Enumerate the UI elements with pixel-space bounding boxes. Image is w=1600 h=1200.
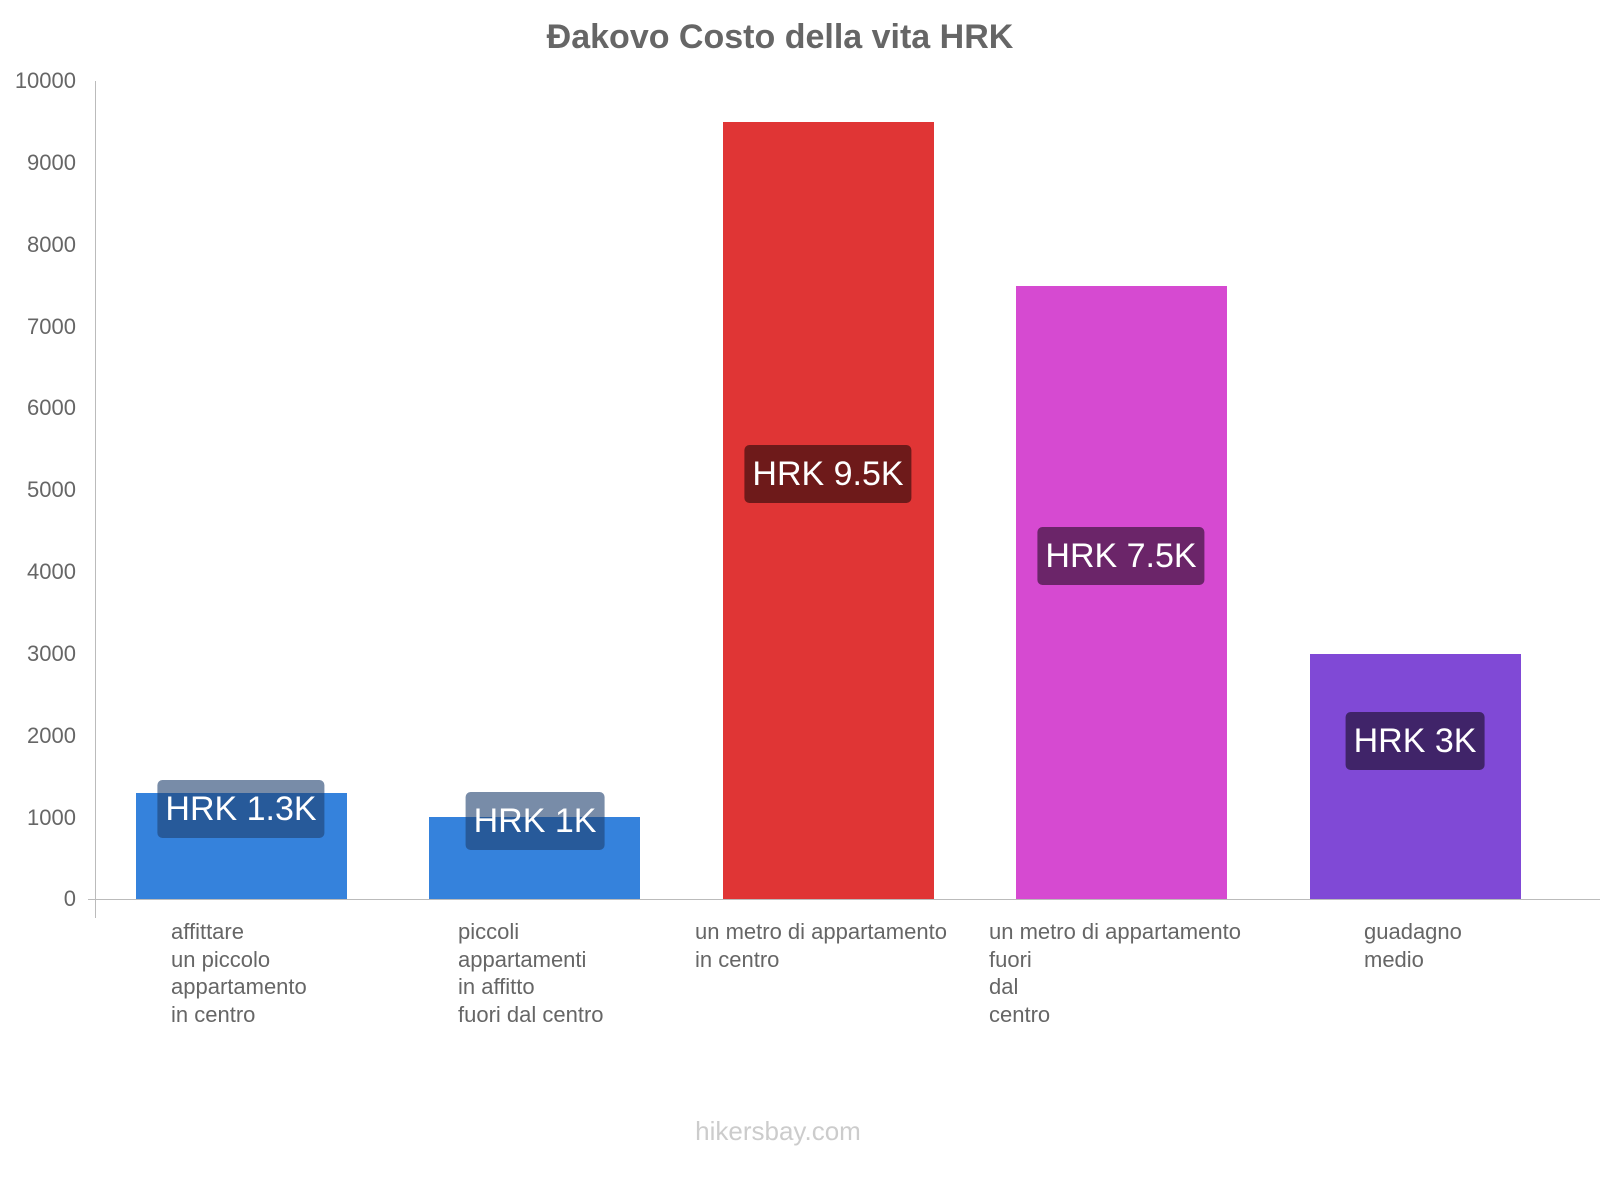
chart-title: Đakovo Costo della vita HRK (546, 18, 1014, 56)
bar-meter-apartment-center[interactable] (723, 122, 934, 899)
y-tick-label: 8000 (27, 232, 76, 257)
bar-average-income[interactable] (1310, 654, 1521, 899)
y-tick-label: 6000 (27, 395, 76, 420)
y-axis-line (95, 81, 96, 918)
value-label: HRK 3K (1345, 712, 1485, 770)
x-category-label: piccoli appartamenti in affitto fuori da… (458, 919, 604, 1027)
x-axis-line (95, 899, 1600, 900)
y-tick-label: 5000 (27, 477, 76, 502)
x-category-label: un metro di appartamento in centro (695, 919, 947, 972)
x-category-label: un metro di appartamento fuori dal centr… (989, 919, 1241, 1027)
value-label: HRK 9.5K (744, 445, 912, 503)
watermark: hikersbay.com (695, 1116, 861, 1146)
value-label-text: HRK 9.5K (752, 455, 904, 493)
x-category-label: affittare un piccolo appartamento in cen… (171, 919, 307, 1027)
value-label: HRK 1K (465, 792, 605, 850)
y-tick-label: 10000 (14, 68, 76, 93)
bar-meter-apartment-outside-center[interactable] (1016, 286, 1227, 899)
y-tick-label: 7000 (27, 314, 76, 339)
y-tick-label: 0 (63, 886, 76, 911)
value-label-text: HRK 7.5K (1045, 537, 1197, 575)
y-tick-label: 1000 (27, 805, 76, 830)
y-tick-label: 2000 (27, 723, 76, 748)
value-label-text: HRK 1K (473, 802, 597, 840)
value-label: HRK 1.3K (157, 780, 325, 838)
value-label-text: HRK 1.3K (165, 790, 317, 828)
value-label-text: HRK 3K (1353, 722, 1477, 760)
y-tick-label: 3000 (27, 641, 76, 666)
y-tick-label: 9000 (27, 150, 76, 175)
y-tick-label: 4000 (27, 559, 76, 584)
value-label: HRK 7.5K (1037, 527, 1205, 585)
y-tick-mark (88, 899, 95, 900)
x-category-label: guadagno medio (1364, 919, 1462, 972)
